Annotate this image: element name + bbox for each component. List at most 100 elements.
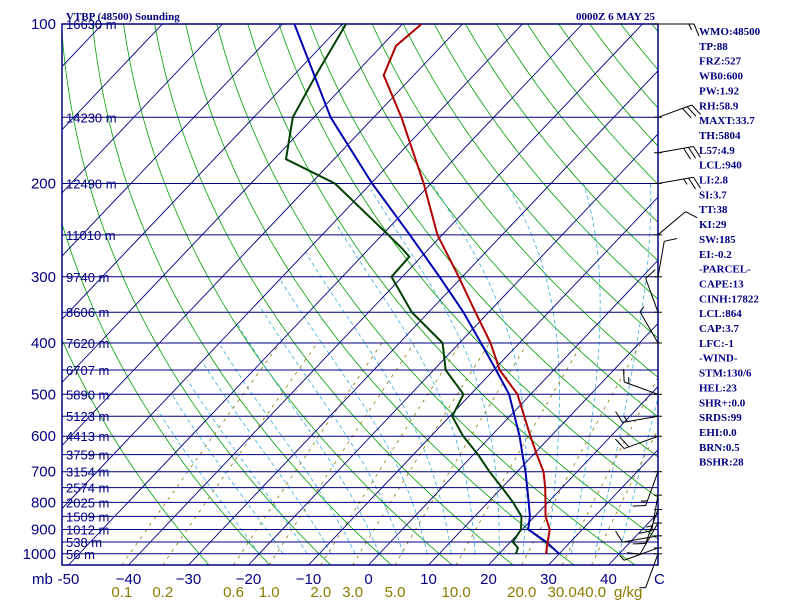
dry-adiabat: [62, 222, 271, 565]
pressure-tick-label: 1000: [23, 546, 56, 563]
dry-adiabat: [278, 24, 658, 499]
isotherm: [188, 70, 658, 565]
parcel-profile: [293, 24, 560, 555]
temperature-tick-label: 40: [600, 571, 617, 588]
height-label: 7620 m: [66, 336, 109, 351]
moist-adiabat: [280, 280, 428, 554]
moist-adiabat: [370, 188, 500, 554]
height-label: 5123 m: [66, 409, 109, 424]
background-grid: [62, 24, 800, 565]
index-value: WMO:48500: [699, 26, 761, 38]
index-value: STM:130/6: [699, 368, 752, 380]
mixing-ratio-label: 0.1: [111, 584, 132, 600]
dry-adiabat: [558, 24, 658, 147]
isotherm: [308, 196, 658, 565]
index-value: RH:58.9: [699, 100, 739, 112]
wind-barb: [615, 530, 662, 543]
height-label: 14230 m: [66, 110, 117, 125]
profiles: [284, 24, 560, 555]
moist-adiabat: [220, 345, 356, 554]
wind-barbs: [615, 23, 701, 589]
height-label: 538 m: [66, 535, 102, 550]
dewpoint-profile: [284, 24, 523, 555]
pressure-tick-label: 300: [31, 269, 56, 286]
height-label: 3154 m: [66, 465, 109, 480]
dry-adiabat: [776, 24, 800, 565]
index-value: TT:38: [699, 204, 728, 216]
mixing-ratio-unit: g/kg: [614, 584, 642, 600]
height-label: 56 m: [66, 547, 95, 562]
temperature-tick-label: −30: [176, 571, 201, 588]
dry-adiabat: [92, 24, 392, 565]
indices-panel: WMO:48500 TP:88 FRZ:527 WB0:600 PW:1.92 RH:58…: [699, 26, 761, 469]
wind-barb: [623, 368, 662, 395]
moist-adiabat: [506, 183, 560, 554]
temperature-tick-label: 10: [420, 571, 437, 588]
index-value: LFC:-1: [699, 338, 734, 350]
height-label: 1012 m: [66, 523, 109, 538]
isotherm: [62, 24, 223, 194]
height-label: 2574 m: [66, 481, 109, 496]
wind-barb: [639, 553, 662, 589]
chart-title: VTBP (48500) Sounding: [66, 11, 180, 23]
wind-barb: [645, 269, 662, 313]
mixing-ratio-label: 1.0: [259, 584, 280, 600]
wind-barb: [654, 104, 701, 119]
temperature-tick-label: 30: [540, 571, 557, 588]
isotherm: [428, 322, 658, 565]
moist-adiabat: [202, 362, 332, 555]
isotherm: [488, 385, 658, 565]
index-value: WB0:600: [699, 71, 744, 83]
index-value: MAXT:33.7: [699, 115, 755, 127]
mixing-ratio-label: 3.0: [342, 584, 363, 600]
index-value: TH:5804: [699, 130, 741, 142]
height-label: 6707 m: [66, 363, 109, 378]
chart-date: 0000Z 6 MAY 25: [576, 11, 655, 23]
temperature-unit: C: [654, 571, 665, 588]
index-value: SI:3.7: [699, 189, 727, 201]
height-label: 5890 m: [66, 387, 109, 402]
height-label: 11010 m: [66, 228, 116, 243]
pressure-tick-label: 200: [31, 175, 56, 192]
isotherm: [68, 24, 583, 565]
plot-frame: [61, 23, 659, 566]
index-value: SHR+:0.0: [699, 397, 746, 409]
mixing-ratio-line: [352, 342, 490, 565]
wind-barb: [654, 237, 678, 278]
wind-barb: [654, 146, 701, 160]
pressure-tick-label: 900: [31, 522, 56, 539]
index-value: LCL:940: [699, 160, 742, 172]
isotherm: [248, 133, 658, 565]
height-label: 12490 m: [66, 176, 117, 191]
index-value: CAPE:13: [699, 278, 744, 290]
isotherm: [62, 24, 403, 384]
wind-barb: [639, 306, 662, 344]
index-value: BSHR:28: [699, 457, 744, 469]
index-value: SW:185: [699, 234, 736, 246]
mixing-ratio-label: 20.0: [507, 584, 536, 600]
mixing-ratio-line: [521, 342, 642, 565]
wind-barb: [654, 176, 701, 190]
dry-adiabat: [62, 26, 331, 565]
pressure-tick-label: 800: [31, 494, 56, 511]
pressure-tick-label: 600: [31, 428, 56, 445]
temperature-tick-label: -50: [58, 571, 80, 588]
temperature-tick-label: −40: [116, 571, 141, 588]
index-value: HEL:23: [699, 382, 737, 394]
isotherm: [62, 24, 163, 131]
index-value: CINH:17822: [699, 293, 759, 305]
index-value: FRZ:527: [699, 56, 742, 68]
index-value: LI:2.8: [699, 175, 729, 187]
mixing-ratio-line: [320, 342, 462, 565]
wind-barb: [654, 211, 698, 236]
moist-adiabat: [187, 379, 308, 555]
index-value: -WIND-: [699, 353, 738, 365]
temperature-tick-label: −10: [296, 571, 321, 588]
mixing-ratio-label: 2.0: [310, 584, 331, 600]
moist-adiabat: [594, 183, 652, 554]
mixing-ratio-line: [121, 342, 281, 565]
index-value: EI:-0.2: [699, 249, 732, 261]
mixing-ratio-line: [394, 342, 528, 565]
dry-adiabat: [371, 24, 658, 378]
